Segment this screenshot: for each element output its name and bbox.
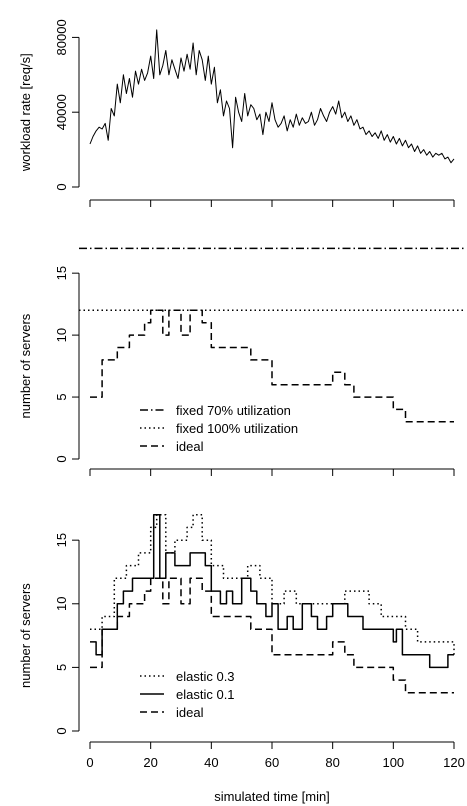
x-tick-label: 80: [325, 755, 339, 770]
y-tick-label: 10: [54, 328, 69, 342]
legend-label: ideal: [176, 439, 204, 454]
fixed-servers-panel: 0 5 10 15 number of servers fixed 70% utiliza…: [18, 247, 466, 476]
y-tick-label: 40000: [54, 94, 69, 130]
x-tick-label: 20: [143, 755, 157, 770]
legend-label: fixed 70% utilization: [176, 403, 291, 418]
x-tick-label: 40: [204, 755, 218, 770]
workload-series-line: [89, 29, 455, 164]
y-tick-label: 15: [54, 533, 69, 547]
y-axis-label: number of servers: [18, 313, 33, 418]
x-tick-label: 0: [86, 755, 93, 770]
legend-label: elastic 0.1: [176, 687, 235, 702]
x-tick-label: 120: [443, 755, 465, 770]
elastic-0-3-series-line: [90, 513, 455, 655]
legend-label: ideal: [176, 705, 204, 720]
legend-label: elastic 0.3: [176, 669, 235, 684]
legend-label: fixed 100% utilization: [176, 421, 298, 436]
elastic-0-1-series-line: [90, 513, 454, 669]
x-tick-label: 60: [265, 755, 279, 770]
x-axis-label: simulated time [min]: [214, 789, 330, 804]
y-tick-label: 80000: [54, 19, 69, 55]
y-tick-label: 0: [54, 183, 69, 190]
y-tick-label: 5: [54, 393, 69, 400]
x-tick-label: 100: [382, 755, 404, 770]
y-tick-label: 10: [54, 597, 69, 611]
y-tick-label: 0: [54, 455, 69, 462]
y-tick-label: 5: [54, 664, 69, 671]
y-axis-label: number of servers: [18, 583, 33, 688]
ideal-series-line: [90, 309, 454, 423]
y-axis-label: workload rate [req/s]: [18, 53, 33, 172]
y-tick-label: 0: [54, 727, 69, 734]
y-tick-label: 15: [54, 266, 69, 280]
elastic-servers-panel: 0 5 10 15 number of servers 0 20 40 60 80 100 120 si…: [18, 513, 465, 804]
workload-rate-panel: 0 40000 80000 workload rate [req/s]: [18, 19, 455, 207]
